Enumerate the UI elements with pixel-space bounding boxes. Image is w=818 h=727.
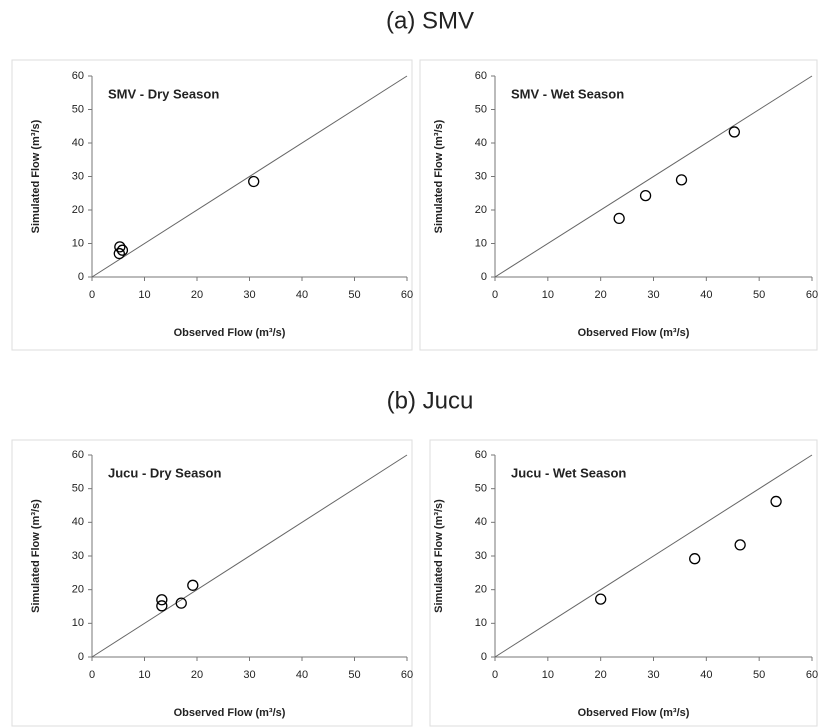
x-axis-label: Observed Flow (m³/s)	[578, 327, 690, 339]
scatter-point	[639, 189, 652, 202]
y-tick-label: 40	[475, 137, 487, 149]
y-axis-label: Simulated Flow (m³/s)	[30, 119, 42, 233]
x-tick-label: 50	[753, 669, 765, 681]
scatter-point	[734, 539, 746, 551]
identity-line	[494, 75, 813, 278]
x-tick-label: 20	[595, 669, 607, 681]
y-tick-label: 30	[475, 550, 487, 562]
scatter-point	[113, 247, 125, 260]
y-tick-label: 60	[72, 70, 84, 82]
y-tick-label: 30	[72, 170, 84, 182]
y-tick-label: 60	[72, 449, 84, 461]
chart-title: Jucu - Wet Season	[511, 465, 626, 480]
x-tick-label: 0	[492, 669, 498, 681]
panel-border	[11, 59, 413, 351]
scatter-point	[156, 594, 168, 606]
y-tick-label: 30	[72, 550, 84, 562]
identity-line	[494, 454, 813, 658]
x-tick-label: 30	[647, 289, 659, 301]
x-axis-label: Observed Flow (m³/s)	[174, 707, 286, 719]
y-tick-label: 40	[72, 137, 84, 149]
x-tick-label: 60	[401, 289, 413, 301]
panel-border	[11, 439, 413, 727]
scatter-point	[728, 126, 740, 138]
y-tick-label: 0	[78, 271, 84, 283]
y-tick-label: 50	[475, 103, 487, 115]
x-tick-label: 40	[700, 289, 712, 301]
y-tick-label: 20	[72, 204, 84, 216]
y-tick-label: 0	[481, 651, 487, 663]
x-tick-label: 10	[542, 669, 554, 681]
x-tick-label: 30	[243, 669, 255, 681]
x-tick-label: 10	[138, 289, 150, 301]
y-tick-label: 40	[475, 516, 487, 528]
y-axis-label: Simulated Flow (m³/s)	[30, 499, 42, 613]
y-axis-label: Simulated Flow (m³/s)	[433, 499, 445, 613]
y-axis-label: Simulated Flow (m³/s)	[433, 119, 445, 233]
x-axis-label: Observed Flow (m³/s)	[578, 707, 690, 719]
x-tick-label: 10	[138, 669, 150, 681]
chart-title: SMV - Wet Season	[511, 86, 624, 101]
y-tick-label: 10	[475, 617, 487, 629]
scatter-point	[595, 593, 607, 605]
y-tick-label: 50	[475, 483, 487, 495]
x-tick-label: 30	[243, 289, 255, 301]
chart-title: Jucu - Dry Season	[108, 465, 221, 480]
identity-line	[91, 454, 408, 658]
y-tick-label: 20	[475, 204, 487, 216]
x-axis-label: Observed Flow (m³/s)	[174, 327, 286, 339]
y-tick-label: 60	[475, 70, 487, 82]
x-tick-label: 50	[753, 289, 765, 301]
y-tick-label: 40	[72, 516, 84, 528]
scatter-point	[675, 174, 688, 186]
x-tick-label: 40	[296, 669, 308, 681]
section-title: (b) Jucu	[387, 387, 474, 414]
y-tick-label: 20	[72, 584, 84, 596]
y-tick-label: 10	[72, 617, 84, 629]
x-tick-label: 0	[492, 289, 498, 301]
scatter-point	[116, 244, 129, 256]
y-tick-label: 0	[78, 651, 84, 663]
scatter-point	[248, 175, 260, 188]
y-tick-label: 30	[475, 170, 487, 182]
scatter-point	[114, 241, 126, 253]
y-tick-label: 20	[475, 584, 487, 596]
y-tick-label: 50	[72, 103, 84, 115]
x-tick-label: 30	[647, 669, 659, 681]
x-tick-label: 60	[806, 669, 818, 681]
scatter-point	[156, 600, 168, 612]
x-tick-label: 20	[595, 289, 607, 301]
panel-border	[429, 439, 818, 727]
scatter-point	[770, 495, 782, 508]
scatter-point	[613, 212, 625, 225]
x-tick-label: 60	[401, 669, 413, 681]
x-tick-label: 0	[89, 289, 95, 301]
y-tick-label: 60	[475, 449, 487, 461]
x-tick-label: 40	[700, 669, 712, 681]
y-tick-label: 10	[72, 237, 84, 249]
y-tick-label: 0	[481, 271, 487, 283]
y-tick-label: 50	[72, 483, 84, 495]
x-tick-label: 50	[348, 669, 360, 681]
chart-title: SMV - Dry Season	[108, 86, 219, 101]
x-tick-label: 50	[348, 289, 360, 301]
section-title: (a) SMV	[386, 7, 474, 34]
scatter-point	[689, 553, 701, 565]
scatter-point	[187, 579, 199, 591]
x-tick-label: 0	[89, 669, 95, 681]
x-tick-label: 20	[191, 289, 203, 301]
scatter-point	[175, 597, 187, 609]
x-tick-label: 20	[191, 669, 203, 681]
y-tick-label: 10	[475, 237, 487, 249]
x-tick-label: 60	[806, 289, 818, 301]
panel-border	[419, 59, 818, 351]
x-tick-label: 10	[542, 289, 554, 301]
x-tick-label: 40	[296, 289, 308, 301]
identity-line	[91, 75, 408, 278]
